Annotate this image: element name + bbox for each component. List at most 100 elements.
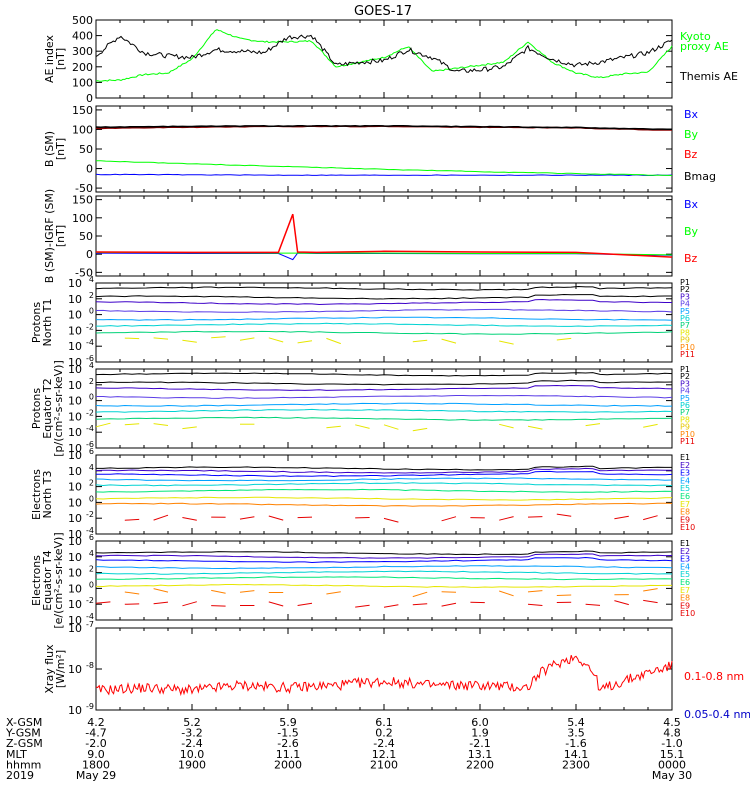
xray-series-long bbox=[95, 655, 673, 697]
et4-channel-e3 bbox=[95, 556, 673, 564]
xray-panel-ytick-label: 10 bbox=[68, 622, 82, 635]
pt2-panel-ytick-exp: -6 bbox=[86, 440, 94, 449]
et4-channel-e8 bbox=[412, 591, 428, 598]
pt1-channel-p8 bbox=[297, 340, 313, 344]
xaxis-tick-z: -2.1 bbox=[469, 737, 490, 750]
plot-title: GOES-17 bbox=[354, 4, 412, 19]
xaxis-tick-z: -2.4 bbox=[181, 737, 202, 750]
et3-panel-ytick-exp: -4 bbox=[86, 526, 94, 535]
xaxis-tick-x: 6.1 bbox=[375, 716, 393, 729]
et3-channel-e9 bbox=[182, 517, 197, 521]
et3-channel-e5 bbox=[95, 482, 673, 487]
pt1-channel-p6 bbox=[96, 322, 673, 327]
ae-legend-entry: Kyoto bbox=[680, 30, 711, 43]
et4-channel-e9 bbox=[297, 602, 313, 606]
ae-panel-ytick-label: 500 bbox=[72, 14, 93, 27]
xaxis-tick-x: 5.2 bbox=[183, 716, 201, 729]
pt1-channel-p8 bbox=[556, 337, 572, 341]
pt1-panel-ytick-exp: -2 bbox=[86, 322, 94, 331]
pt1-legend-entry: P6 bbox=[680, 314, 690, 323]
xray-panel-ytick-exp: -7 bbox=[86, 620, 94, 629]
pt2-panel-ytick-exp: 4 bbox=[89, 361, 94, 370]
et4-panel-ytick-label: 10 bbox=[68, 551, 82, 564]
bsm-legend-entry: Bx bbox=[684, 108, 699, 121]
pt1-channel-p8 bbox=[326, 337, 341, 345]
et4-channel-e9 bbox=[441, 602, 457, 607]
et4-legend-entry: E5 bbox=[680, 570, 690, 579]
et4-legend-entry: E6 bbox=[680, 578, 690, 587]
et4-panel-ytick-label: 10 bbox=[68, 614, 82, 627]
xaxis-tick-hhmm: 2000 bbox=[274, 758, 302, 771]
pt2-panel-ytick-exp: -4 bbox=[86, 424, 94, 433]
bsm-panel-ytick-label: 100 bbox=[72, 123, 93, 136]
pt2-channel-p8 bbox=[124, 423, 140, 426]
pt2-channel-p8 bbox=[585, 423, 601, 427]
et3-panel-ytick-label: 10 bbox=[68, 496, 82, 509]
et3-channel-e9 bbox=[153, 514, 169, 521]
xaxis-tick-hhmm: 2300 bbox=[562, 758, 590, 771]
bigrf-legend-entry: By bbox=[684, 225, 699, 238]
et3-legend-entry: E9 bbox=[680, 515, 690, 524]
ae-panel-ylabel: [nT] bbox=[54, 48, 67, 70]
et4-channel-e8 bbox=[643, 588, 658, 592]
et3-panel-ytick-label: 10 bbox=[68, 449, 82, 462]
ae-legend-entry: proxy AE bbox=[680, 40, 729, 53]
bigrf-panel-ytick-label: 0 bbox=[86, 248, 93, 261]
xray-panel-ytick-label: 10 bbox=[68, 704, 82, 717]
bsm-legend-entry: By bbox=[684, 128, 699, 141]
pt1-channel-p8 bbox=[182, 339, 197, 343]
xaxis-tick-y: 3.5 bbox=[567, 727, 585, 740]
pt1-panel-ylabel: Protons bbox=[30, 302, 43, 343]
et3-channel-e9 bbox=[556, 513, 572, 517]
et3-channel-e9 bbox=[239, 516, 255, 520]
et3-channel-e1 bbox=[96, 465, 672, 471]
pt1-legend-entry: P9 bbox=[680, 336, 690, 345]
et4-channel-e8 bbox=[153, 588, 169, 593]
pt2-panel-ytick-label: 10 bbox=[68, 363, 82, 376]
et4-panel-ylabel: Electrons bbox=[30, 555, 43, 606]
pt1-legend-entry: P5 bbox=[680, 307, 690, 316]
pt1-channel-p7 bbox=[95, 330, 673, 335]
pt1-legend-entry: P8 bbox=[680, 328, 690, 337]
bigrf-panel-ylabel: [nT] bbox=[54, 225, 67, 247]
et4-legend-entry: E7 bbox=[680, 586, 690, 595]
et3-panel-ylabel: Electrons bbox=[30, 469, 43, 520]
pt1-channel-p8 bbox=[211, 336, 226, 339]
pt1-legend-entry: P10 bbox=[680, 343, 695, 352]
et4-channel-e8 bbox=[499, 590, 514, 597]
et4-channel-e2 bbox=[95, 553, 673, 559]
et4-panel-ylabel: Equator T4 bbox=[41, 550, 54, 610]
xaxis-row-label: X-GSM bbox=[6, 716, 42, 729]
pt1-panel-ytick-label: 10 bbox=[68, 356, 82, 369]
et3-panel-ytick-exp: -2 bbox=[86, 510, 94, 519]
xaxis-row-label: Z-GSM bbox=[6, 737, 43, 750]
xaxis-tick-hhmm: 2200 bbox=[466, 758, 494, 771]
xaxis-tick-x: 5.4 bbox=[567, 716, 585, 729]
et4-channel-e9 bbox=[182, 601, 197, 607]
et3-legend-entry: E5 bbox=[680, 484, 690, 493]
et3-channel-e9 bbox=[643, 515, 658, 521]
xaxis-tick-y: -1.5 bbox=[277, 727, 298, 740]
pt1-channel-p8 bbox=[499, 340, 514, 345]
et4-channel-e8 bbox=[527, 590, 543, 593]
pt1-channel-p8 bbox=[239, 337, 255, 341]
et4-channel-e9 bbox=[643, 599, 658, 604]
et3-channel-e3 bbox=[96, 470, 673, 478]
et3-channel-e7 bbox=[95, 496, 673, 501]
xaxis-tick-mlt: 14.1 bbox=[564, 748, 589, 761]
et3-channel-e9 bbox=[383, 517, 399, 523]
xaxis-tick-hhmm: 1800 bbox=[82, 758, 110, 771]
et3-channel-e9 bbox=[614, 515, 629, 520]
pt1-panel-ytick-label: 10 bbox=[68, 277, 82, 290]
ae-panel-ytick-label: 400 bbox=[72, 30, 93, 43]
xaxis-tick-z: -2.6 bbox=[277, 737, 298, 750]
pt2-channel-p8 bbox=[153, 423, 169, 426]
bsm-panel-ylabel: [nT] bbox=[54, 138, 67, 160]
xaxis-tick-z: -2.0 bbox=[85, 737, 106, 750]
pt2-panel-ylabel: Equator T2 bbox=[41, 378, 54, 438]
et4-panel-ytick-exp: 4 bbox=[89, 549, 94, 558]
pt2-panel-ytick-label: 10 bbox=[68, 379, 82, 392]
pt1-panel-ytick-label: 10 bbox=[68, 309, 82, 322]
bsm-panel-frame bbox=[95, 105, 673, 193]
pt2-channel-p4 bbox=[96, 394, 673, 399]
